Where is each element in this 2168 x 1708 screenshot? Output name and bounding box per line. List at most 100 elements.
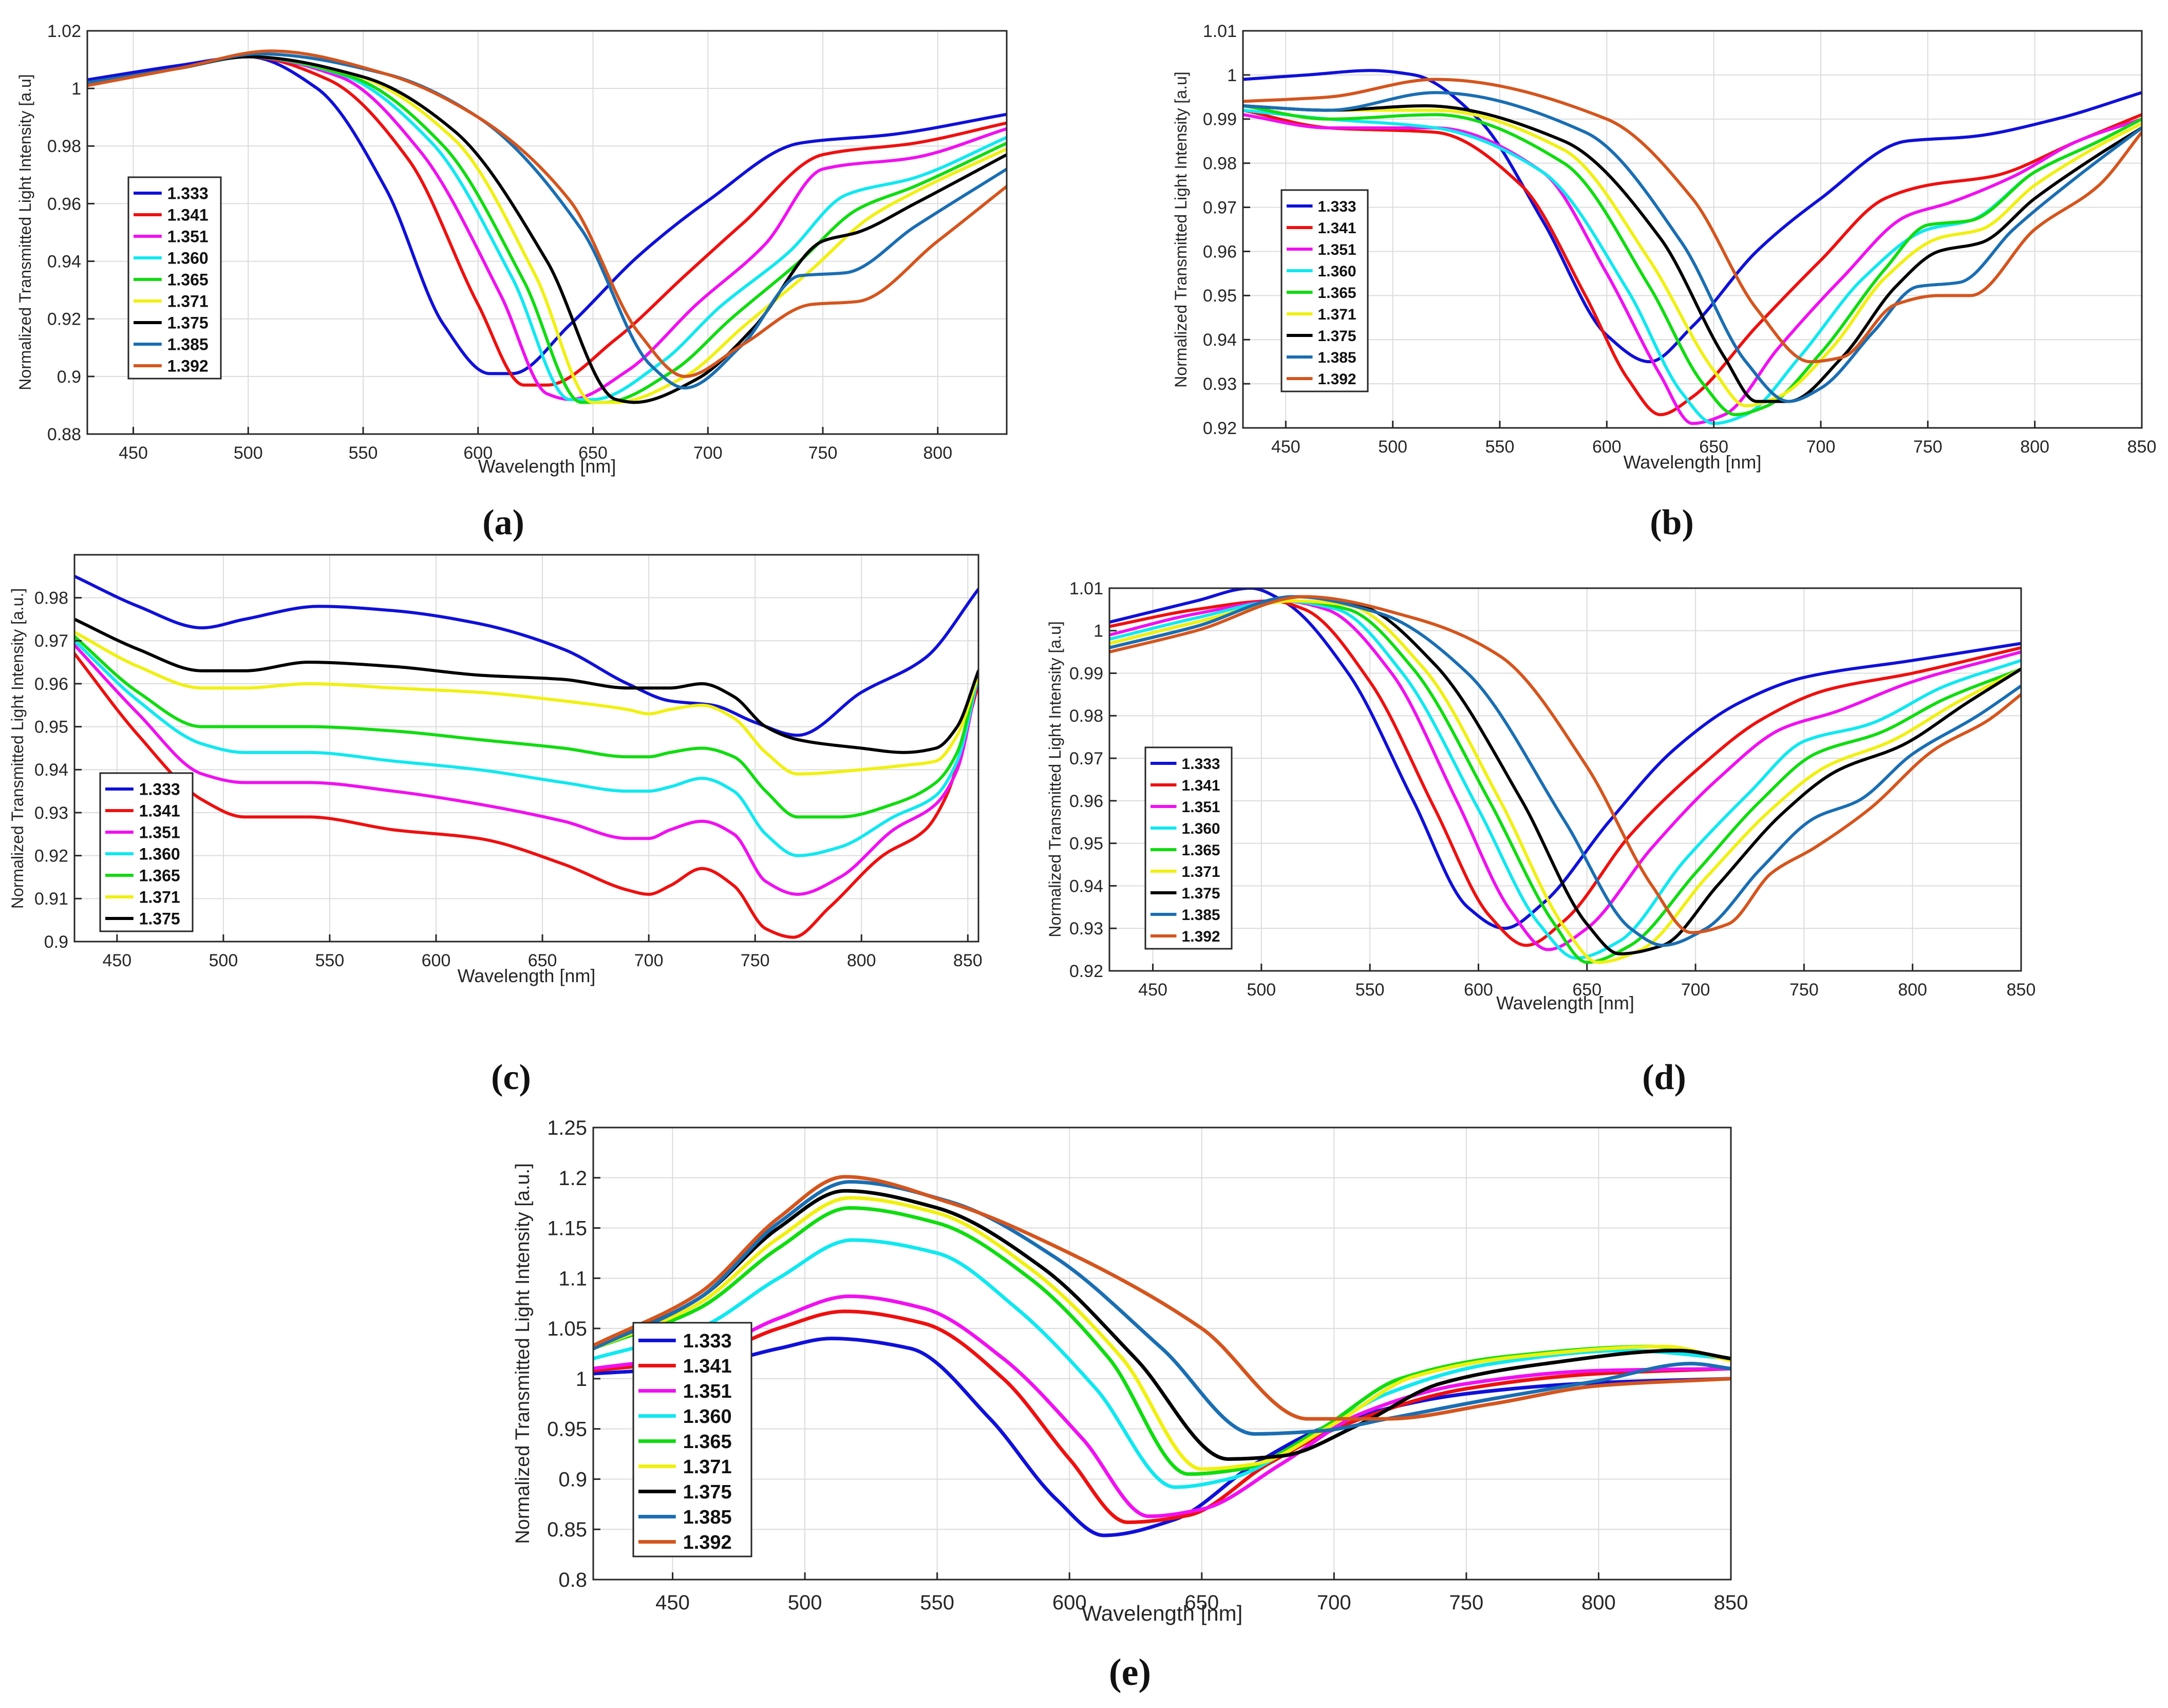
legend-label: 1.351 xyxy=(683,1381,732,1402)
x-tick-label: 550 xyxy=(920,1591,954,1614)
legend-label: 1.360 xyxy=(683,1406,732,1428)
x-tick-label: 600 xyxy=(1052,1591,1087,1614)
x-tick-label: 650 xyxy=(1572,980,1601,1000)
axes-box xyxy=(592,1127,1732,1581)
y-tick-label: 0.96 xyxy=(47,194,81,214)
y-tick-label: 1 xyxy=(576,1368,587,1391)
axes-box xyxy=(73,554,979,943)
x-axis-label: Wavelength [nm] xyxy=(1082,1601,1243,1625)
y-tick-label: 0.93 xyxy=(1069,919,1103,939)
x-tick-label: 600 xyxy=(1464,980,1493,1000)
series-line-1-385 xyxy=(593,1180,1731,1436)
chart-panel-a: 450 500 550 600 650 700 750 800 0.88 0.9 0.92 0.94 0… xyxy=(16,22,1008,542)
x-tick-label: 700 xyxy=(693,443,723,463)
y-tick-label: 0.98 xyxy=(34,589,68,608)
legend-label: 1.360 xyxy=(139,845,180,864)
legend-label: 1.392 xyxy=(167,357,209,376)
legend-label: 1.360 xyxy=(1182,820,1220,837)
y-tick-label: 0.98 xyxy=(47,137,81,156)
legend: 1.333 1.341 1.351 1.360 1.365 1.371 1.375 1.385… xyxy=(632,1322,752,1557)
x-tick-label: 650 xyxy=(1184,1591,1219,1614)
x-tick-label: 650 xyxy=(578,443,608,463)
y-tick-label: 0.91 xyxy=(34,889,68,909)
x-tick-label: 800 xyxy=(2020,437,2049,457)
series-line-1-385 xyxy=(1243,91,2142,403)
x-tick-label: 750 xyxy=(808,443,838,463)
x-tick-label: 700 xyxy=(634,951,664,970)
legend-label: 1.365 xyxy=(1182,842,1220,859)
legend-label: 1.371 xyxy=(1318,306,1356,323)
y-tick-label: 1.15 xyxy=(547,1217,587,1240)
y-tick-label: 0.94 xyxy=(1069,876,1103,896)
grid xyxy=(87,30,1007,435)
y-tick-label: 0.92 xyxy=(47,310,81,329)
x-tick-label: 600 xyxy=(1592,437,1622,457)
y-tick-label: 0.85 xyxy=(547,1518,587,1541)
legend-label: 1.385 xyxy=(167,335,209,354)
legend: 1.333 1.341 1.351 1.360 1.365 1.371 1.375 1.385… xyxy=(1144,746,1233,950)
legend-label: 1.333 xyxy=(683,1330,732,1352)
x-tick-label: 600 xyxy=(463,443,493,463)
x-tick-label: 500 xyxy=(209,951,238,970)
x-tick-label: 650 xyxy=(1699,437,1728,457)
legend-label: 1.360 xyxy=(167,249,209,268)
x-tick-label: 750 xyxy=(741,951,770,970)
plot-area xyxy=(87,31,1007,434)
x-tick-label: 850 xyxy=(953,951,983,970)
panel-caption: (a) xyxy=(482,503,524,542)
y-tick-label: 0.95 xyxy=(1203,286,1237,306)
legend-label: 1.375 xyxy=(139,910,180,928)
x-tick-label: 700 xyxy=(1317,1591,1351,1614)
x-tick-label: 550 xyxy=(1355,980,1385,1000)
legend-label: 1.351 xyxy=(167,228,209,246)
y-tick-label: 1 xyxy=(1094,622,1103,641)
series-group xyxy=(593,1175,1731,1537)
y-tick-label: 0.96 xyxy=(1203,242,1237,261)
series-line-1-375 xyxy=(1243,104,2142,403)
x-tick-label: 600 xyxy=(422,951,451,970)
x-tick-label: 450 xyxy=(102,951,131,970)
y-tick-label: 0.9 xyxy=(44,932,68,952)
legend-label: 1.365 xyxy=(167,271,209,289)
y-tick-label: 0.98 xyxy=(1069,706,1103,726)
series-line-1-375 xyxy=(87,55,1007,404)
legend-label: 1.351 xyxy=(1182,799,1220,816)
legend-label: 1.341 xyxy=(1182,777,1220,794)
legend-label: 1.351 xyxy=(1318,241,1356,258)
series-line-1-360 xyxy=(593,1238,1731,1489)
y-axis-label: Normalized Transmitted Light Intensity [… xyxy=(1172,71,1190,387)
legend-label: 1.371 xyxy=(139,888,180,907)
y-tick-label: 1.01 xyxy=(1203,22,1237,41)
axes-box xyxy=(1108,587,2022,972)
series-line-1-333 xyxy=(1243,69,2142,364)
x-tick-label: 750 xyxy=(1789,980,1819,1000)
series-group xyxy=(74,574,978,939)
series-line-1-392 xyxy=(1243,78,2142,364)
y-tick-label: 0.96 xyxy=(34,674,68,694)
x-tick-label: 500 xyxy=(234,443,263,463)
series-line-1-333 xyxy=(593,1337,1731,1537)
legend-label: 1.365 xyxy=(139,867,180,885)
legend-label: 1.385 xyxy=(1318,349,1356,366)
x-tick-label: 700 xyxy=(1681,980,1710,1000)
y-tick-label: 0.9 xyxy=(558,1468,587,1491)
x-tick-label: 850 xyxy=(1714,1591,1748,1614)
series-line-1-392 xyxy=(87,49,1007,378)
y-tick-label: 0.97 xyxy=(1069,749,1103,768)
series-line-1-371 xyxy=(1243,104,2142,408)
y-tick-label: 1.25 xyxy=(547,1117,587,1139)
legend-label: 1.341 xyxy=(683,1356,732,1377)
legend-label: 1.371 xyxy=(167,292,209,311)
y-tick-label: 0.8 xyxy=(558,1569,587,1591)
y-tick-label: 0.92 xyxy=(34,847,68,866)
axes-box xyxy=(86,30,1008,435)
legend-label: 1.375 xyxy=(1182,885,1220,902)
legend-label: 1.385 xyxy=(1182,907,1220,924)
x-tick-label: 500 xyxy=(788,1591,822,1614)
legend-label: 1.375 xyxy=(167,314,209,332)
legend-label: 1.360 xyxy=(1318,263,1356,280)
series-line-1-341 xyxy=(74,652,978,939)
legend-label: 1.341 xyxy=(1318,220,1356,237)
legend-label: 1.375 xyxy=(1318,328,1356,345)
legend-label: 1.375 xyxy=(683,1481,732,1503)
